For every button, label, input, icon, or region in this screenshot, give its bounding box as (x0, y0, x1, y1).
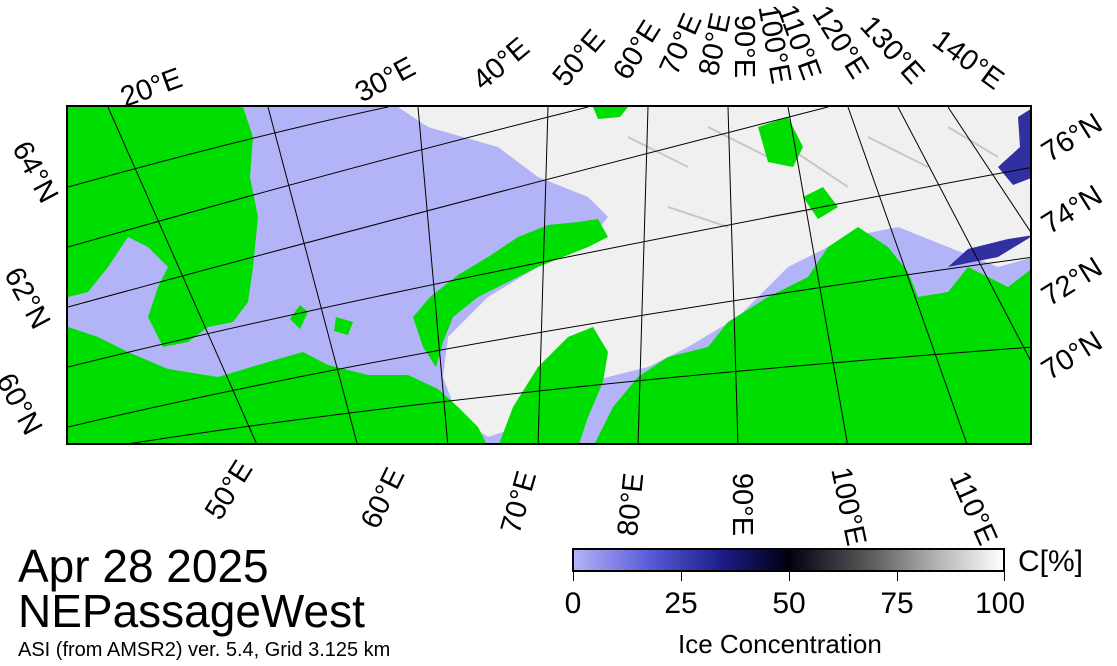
lon-label-bottom-70e: 70°E (495, 467, 544, 538)
colorbar-tick (1004, 571, 1005, 581)
land-novaya-zemlya (413, 219, 608, 367)
product-info: ASI (from AMSR2) ver. 5.4, Grid 3.125 km (18, 639, 391, 661)
lon-label-bottom-90e: 90°E (726, 472, 759, 537)
sea-ice-map (66, 105, 1032, 445)
ice-concentration-colorbar (572, 548, 1005, 572)
colorbar-tick (897, 571, 898, 581)
colorbar-tick (789, 571, 790, 581)
land-severnaya-zemlya (758, 117, 838, 219)
land-siberia (499, 227, 1030, 443)
lat-label-72n: 72°N (1036, 251, 1109, 313)
colorbar-tick-label: 25 (664, 587, 698, 620)
colorbar-tick-label: 100 (974, 587, 1026, 620)
lat-label-60n: 60°N (0, 368, 49, 441)
lon-label-bottom-50e: 50°E (198, 454, 260, 526)
lat-label-70n: 70°N (1036, 325, 1109, 387)
lon-label-bottom-80e: 80°E (611, 471, 651, 538)
sea-ice-streaks (627, 126, 999, 228)
lon-label-top-30e: 30°E (349, 51, 421, 110)
colorbar-title: Ice Concentration (678, 629, 882, 659)
lon-label-top-40e: 40°E (466, 31, 536, 97)
colorbar-tick (681, 571, 682, 581)
lon-label-top-130e: 130°E (853, 9, 931, 91)
land-scandinavia (68, 107, 258, 347)
colorbar-tick-label: 75 (880, 587, 914, 620)
lon-label-top-60e: 60°E (606, 14, 668, 86)
colorbar-tick (573, 571, 574, 581)
lat-label-64n: 64°N (5, 136, 65, 209)
lon-label-top-140e: 140°E (926, 23, 1010, 97)
lon-label-bottom-60e: 60°E (354, 462, 412, 534)
polynya-edge (948, 109, 1030, 267)
colorbar-tick-label: 0 (564, 587, 582, 620)
map-date: Apr 28 2025 (18, 540, 269, 592)
lon-label-bottom-110e: 110°E (942, 466, 1004, 551)
colorbar-tick-label: 50 (772, 587, 806, 620)
map-canvas (68, 107, 1030, 443)
colorbar-unit: C[%] (1018, 545, 1084, 578)
graticule (68, 107, 1030, 443)
lat-label-76n: 76°N (1036, 107, 1109, 169)
land-russia-south (68, 327, 486, 443)
region-name: NEPassageWest (18, 585, 365, 637)
lat-label-62n: 62°N (0, 262, 57, 335)
lat-label-74n: 74°N (1036, 179, 1109, 241)
lon-label-top-50e: 50°E (546, 23, 612, 93)
lon-label-bottom-100e: 100°E (824, 464, 873, 549)
